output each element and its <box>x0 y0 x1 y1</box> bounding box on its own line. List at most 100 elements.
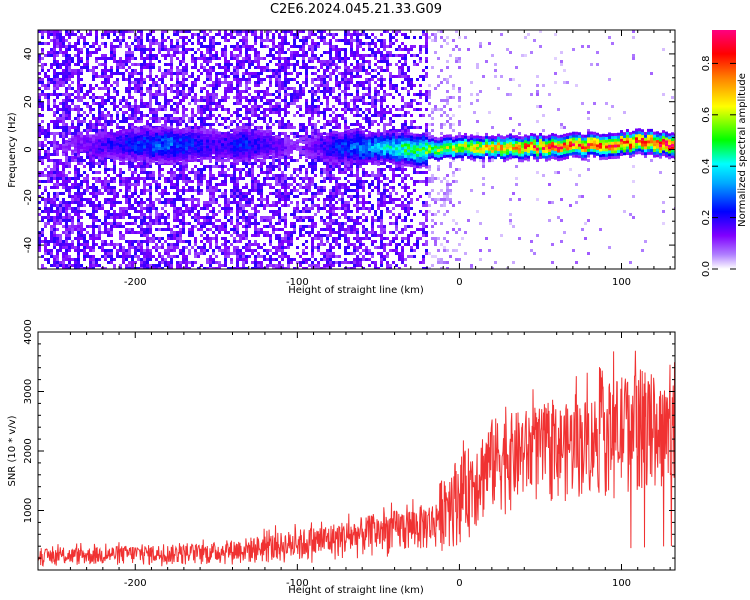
heatmap-cell <box>257 159 260 162</box>
heatmap-cell <box>221 192 224 195</box>
heatmap-cell <box>143 207 146 210</box>
heatmap-cell <box>170 120 173 123</box>
heatmap-cell <box>209 66 212 69</box>
heatmap-cell <box>185 63 188 66</box>
heatmap-cell <box>182 213 185 216</box>
heatmap-cell <box>194 240 197 243</box>
heatmap-cell <box>215 81 218 84</box>
heatmap-cell <box>104 219 107 222</box>
heatmap-cell <box>278 114 281 117</box>
heatmap-cell <box>104 148 107 152</box>
heatmap-cell <box>119 246 122 249</box>
heatmap-cell <box>104 87 107 90</box>
heatmap-cell <box>236 216 239 219</box>
heatmap-cell <box>224 33 227 36</box>
heatmap-cell <box>152 133 155 137</box>
heatmap-cell <box>224 140 227 144</box>
heatmap-cell <box>194 81 197 84</box>
heatmap-cell <box>173 201 176 204</box>
heatmap-cell <box>50 153 53 156</box>
heatmap-cell <box>293 141 296 145</box>
heatmap-cell <box>236 72 239 75</box>
heatmap-cell <box>272 174 275 177</box>
heatmap-cell <box>245 216 248 219</box>
heatmap-cell <box>59 72 62 75</box>
heatmap-cell <box>188 222 191 225</box>
heatmap-cell <box>230 243 233 246</box>
heatmap-cell <box>44 240 47 243</box>
heatmap-cell <box>92 126 95 129</box>
heatmap-cell <box>242 57 245 60</box>
heatmap-cell <box>194 165 197 168</box>
heatmap-cell <box>182 228 185 231</box>
heatmap-cell <box>89 168 92 171</box>
heatmap-cell <box>269 111 272 114</box>
heatmap-cell <box>212 237 215 240</box>
heatmap-cell <box>98 45 101 48</box>
heatmap-cell <box>191 152 194 156</box>
heatmap-cell <box>191 57 194 60</box>
heatmap-cell <box>77 162 80 165</box>
heatmap-cell <box>275 102 278 105</box>
heatmap-cell <box>224 36 227 39</box>
heatmap-cell <box>74 153 77 156</box>
heatmap-cell <box>92 45 95 48</box>
heatmap-cell <box>263 96 266 99</box>
heatmap-cell <box>254 150 257 154</box>
heatmap-cell <box>209 171 212 174</box>
heatmap-cell <box>227 168 230 171</box>
heatmap-cell <box>290 183 293 186</box>
heatmap-cell <box>71 123 74 126</box>
heatmap-cell <box>179 237 182 240</box>
heatmap-cell <box>74 237 77 240</box>
heatmap-cell <box>74 139 77 143</box>
heatmap-cell <box>164 159 167 163</box>
heatmap-cell <box>80 78 83 81</box>
heatmap-cell <box>218 134 221 138</box>
heatmap-cell <box>239 63 242 66</box>
heatmap-cell <box>293 207 296 210</box>
heatmap-cell <box>173 204 176 207</box>
heatmap-cell <box>209 243 212 246</box>
heatmap-cell <box>98 144 101 148</box>
heatmap-cell <box>260 90 263 93</box>
heatmap-cell <box>155 258 158 261</box>
heatmap-cell <box>287 81 290 84</box>
heatmap-cell <box>155 117 158 120</box>
heatmap-cell <box>128 195 131 198</box>
heatmap-cell <box>140 252 143 255</box>
heatmap-cell <box>74 129 77 132</box>
heatmap-cell <box>233 201 236 204</box>
heatmap-cell <box>41 240 44 243</box>
heatmap-cell <box>239 140 242 144</box>
heatmap-cell <box>62 45 65 48</box>
heatmap-cell <box>161 246 164 249</box>
heatmap-cell <box>152 219 155 222</box>
heatmap-cell <box>65 219 68 222</box>
heatmap-cell <box>95 120 98 123</box>
heatmap-cell <box>128 93 131 96</box>
heatmap-cell <box>293 210 296 213</box>
heatmap-cell <box>224 149 227 153</box>
heatmap-cell <box>206 57 209 60</box>
heatmap-cell <box>233 177 236 180</box>
heatmap-cell <box>149 240 152 243</box>
heatmap-cell <box>266 138 269 142</box>
heatmap-cell <box>65 132 68 135</box>
heatmap-cell <box>236 139 239 143</box>
heatmap-cell <box>170 137 173 141</box>
heatmap-cell <box>194 255 197 258</box>
heatmap-cell <box>281 180 284 183</box>
heatmap-cell <box>194 135 197 139</box>
heatmap-cell <box>173 207 176 210</box>
heatmap-cell <box>83 234 86 237</box>
heatmap-cell <box>254 72 257 75</box>
heatmap-cell <box>191 171 194 174</box>
heatmap-cell <box>95 264 98 267</box>
heatmap-cell <box>236 33 239 36</box>
heatmap-cell <box>149 204 152 207</box>
heatmap-cell <box>251 189 254 192</box>
heatmap-cell <box>95 84 98 87</box>
heatmap-cell <box>260 219 263 222</box>
heatmap-cell <box>128 137 131 141</box>
